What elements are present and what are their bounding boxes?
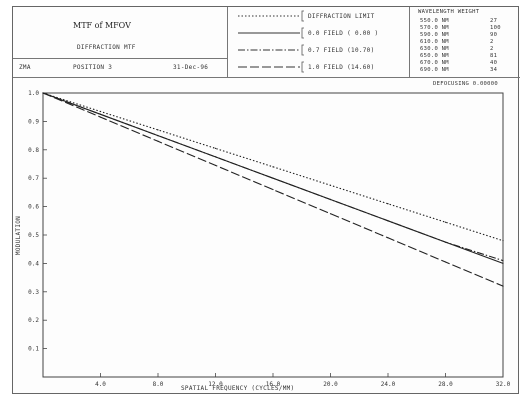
wavelength-value: 650.0 NM xyxy=(420,53,449,59)
y-tick-label: 0.4 xyxy=(28,260,39,267)
wavelength-value: 590.0 NM xyxy=(420,32,449,38)
data-point xyxy=(329,184,332,186)
data-point xyxy=(502,285,504,287)
mtf-plot-window: MTF of MFOV DIFFRACTION MTF ZMA POSITION… xyxy=(12,6,520,394)
legend-block: DIFFRACTION LIMIT 0.0 FIELD ( 0.00 ) 0.7… xyxy=(228,7,410,77)
plot-area xyxy=(42,92,504,378)
x-tick-label: 20.0 xyxy=(323,381,338,388)
data-point xyxy=(99,110,102,113)
x-axis-label: SPATIAL FREQUENCY (CYCLES/MM) xyxy=(181,385,295,392)
wavelength-weight: 34 xyxy=(490,67,498,73)
data-point xyxy=(387,237,389,239)
wavelength-value: 550.0 NM xyxy=(420,18,449,24)
series-line xyxy=(42,92,504,287)
data-point xyxy=(329,198,332,201)
x-tick-label: 28.0 xyxy=(438,381,453,388)
plot-subtitle: DIFFRACTION MTF xyxy=(77,44,136,51)
info-date: 31-Dec-96 xyxy=(173,64,209,71)
y-tick-label: 0.7 xyxy=(28,175,39,182)
wavelength-value: 630.0 NM xyxy=(420,46,449,52)
data-point xyxy=(214,147,217,149)
y-tick-label: 0.1 xyxy=(28,346,39,353)
legend-label-1: DIFFRACTION LIMIT xyxy=(308,13,375,20)
y-tick-label: 0.6 xyxy=(28,204,39,211)
wavelength-value: 670.0 NM xyxy=(420,60,449,66)
y-tick-label: 0.9 xyxy=(28,118,39,125)
legend-label-3: 0.7 FIELD (10.70) xyxy=(308,47,375,54)
wavelength-weight: 27 xyxy=(490,18,498,24)
data-point xyxy=(387,220,389,222)
x-tick-label: 4.0 xyxy=(95,381,106,388)
y-tick-label: 0.5 xyxy=(28,232,39,239)
data-point xyxy=(157,129,159,131)
data-point xyxy=(157,140,159,142)
wavelength-header: WAVELENGTH WEIGHT xyxy=(418,9,480,15)
info-row: ZMA POSITION 3 31-Dec-96 xyxy=(13,59,228,77)
legend-bracket xyxy=(301,27,304,39)
data-point xyxy=(329,213,332,215)
y-tick-label: 0.8 xyxy=(28,147,39,154)
wavelength-weight: 90 xyxy=(490,32,498,38)
legend-swatches xyxy=(238,10,304,73)
legend-bracket xyxy=(301,10,304,22)
data-point xyxy=(502,259,504,262)
series-line xyxy=(42,92,504,262)
legend-label-2: 0.0 FIELD ( 0.00 ) xyxy=(308,30,379,37)
info-mid: POSITION 3 xyxy=(73,64,113,71)
data-point xyxy=(272,188,274,191)
data-point xyxy=(444,241,447,243)
info-left: ZMA xyxy=(19,64,31,71)
data-point xyxy=(214,156,217,158)
x-tick-label: 24.0 xyxy=(381,381,396,388)
wavelength-value: 570.0 NM xyxy=(420,25,449,31)
header-divider xyxy=(13,77,520,78)
wavelength-weight: 100 xyxy=(490,25,501,31)
wavelength-value: 610.0 NM xyxy=(420,39,449,45)
defocus-label: DEFOCUSING 0.00000 xyxy=(433,81,499,87)
legend-bracket xyxy=(301,44,304,56)
x-tick-label: 8.0 xyxy=(153,381,164,388)
data-point xyxy=(387,203,389,205)
data-point xyxy=(444,221,447,223)
y-tick-label: 1.0 xyxy=(28,90,39,97)
data-point xyxy=(502,240,504,242)
data-point xyxy=(157,135,159,137)
x-tick-label: 16.0 xyxy=(266,381,281,388)
wavelength-block: WAVELENGTH WEIGHT 550.0 NM 27 570.0 NM 100 5… xyxy=(410,7,520,77)
x-tick-label: 12.0 xyxy=(208,381,223,388)
data-point xyxy=(502,262,504,264)
wavelength-weight: 2 xyxy=(490,46,494,52)
data-point xyxy=(99,116,102,118)
wavelength-value: 690.0 NM xyxy=(420,67,449,73)
title-block: MTF of MFOV DIFFRACTION MTF xyxy=(13,7,228,59)
y-axis-label: MODULATION xyxy=(15,215,23,256)
legend-label-4: 1.0 FIELD (14.60) xyxy=(308,64,375,71)
data-point xyxy=(99,113,102,115)
y-tick-label: 0.2 xyxy=(28,317,39,324)
data-point xyxy=(272,177,274,179)
data-point xyxy=(444,261,447,263)
x-tick-label: 32.0 xyxy=(496,381,511,388)
wavelength-weight: 40 xyxy=(490,60,498,66)
mtf-chart: 1.0 0.9 0.8 0.7 0.6 0.5 0.4 0.3 0.2 0.1 4.0 8.0 12.0… xyxy=(28,90,511,388)
wavelength-weight: 2 xyxy=(490,39,494,45)
y-tick-label: 0.3 xyxy=(28,289,39,296)
data-point xyxy=(272,166,274,168)
legend-bracket xyxy=(301,61,304,73)
plot-title: MTF of MFOV xyxy=(73,21,131,30)
data-point xyxy=(42,92,44,94)
wavelength-weight: 81 xyxy=(490,53,498,59)
data-point xyxy=(214,164,217,167)
